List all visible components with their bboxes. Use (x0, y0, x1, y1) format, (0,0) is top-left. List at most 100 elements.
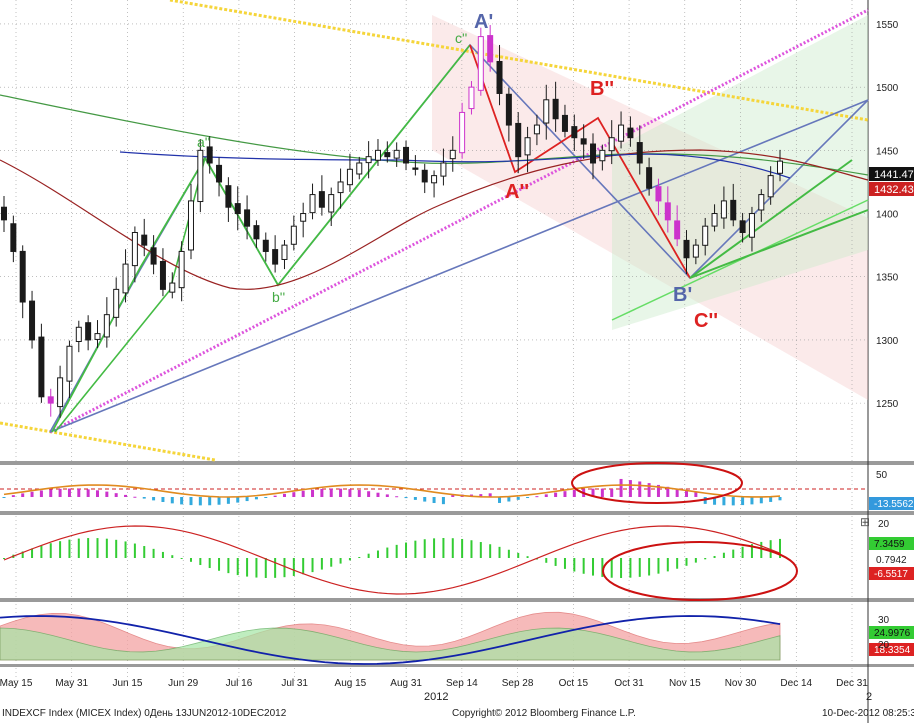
candle-body (131, 232, 138, 267)
candle-body (38, 336, 45, 398)
oscillator-2 (3, 525, 781, 595)
osc2-bar (610, 558, 613, 578)
oscillator-3 (0, 611, 781, 665)
osc2-bar (395, 544, 398, 558)
candle-body (169, 282, 176, 293)
osc2-bar (405, 542, 408, 558)
last-price-tag-bg (869, 167, 914, 181)
candle-body (674, 220, 681, 240)
osc2-bar (526, 556, 529, 558)
candle-body (47, 396, 54, 404)
candle-body (374, 149, 381, 161)
osc2-bar (311, 558, 314, 573)
osc3-tag1-bg (869, 626, 914, 639)
osc1-bar (152, 497, 156, 501)
osc1-bar (479, 494, 483, 497)
panel-separator-4 (0, 664, 914, 667)
osc2-bar (320, 558, 323, 570)
osc1-bar (49, 489, 53, 497)
osc1-bar (451, 494, 455, 497)
osc1-bar (610, 488, 614, 497)
osc1-bar (311, 489, 315, 497)
osc2-bar (21, 551, 24, 558)
osc2-bar (105, 538, 108, 558)
candle-body (66, 345, 73, 382)
candle-body (431, 175, 438, 184)
candle-body (113, 288, 120, 318)
candle-body (599, 149, 606, 162)
candle-body (552, 98, 559, 120)
date-tick-label: Sep 28 (502, 678, 534, 689)
candle-body (272, 249, 279, 265)
osc2-bar (620, 558, 623, 578)
osc2-tag1: 7.3459 (874, 539, 905, 550)
candle-body (384, 152, 391, 158)
lower-channel-line (0, 421, 216, 462)
osc1-bar (236, 497, 240, 503)
candle-body (748, 213, 755, 238)
osc1-bar (750, 497, 754, 505)
candle-body (571, 126, 578, 139)
candle-body (524, 137, 531, 156)
osc1-bar (404, 497, 408, 499)
osc2-bar (236, 558, 239, 576)
osc1-bar (759, 497, 763, 504)
osc1-tag-bg (869, 497, 914, 510)
osc2-tag3: -6.5517 (874, 569, 908, 580)
candle-body (608, 137, 615, 152)
osc3-blue-line (0, 615, 781, 665)
osc2-bar (451, 538, 454, 558)
candle-body (702, 225, 709, 246)
osc2-bar (582, 558, 585, 574)
osc1-bar (535, 496, 539, 498)
candle-body (664, 202, 671, 221)
osc1-bar (600, 488, 604, 497)
osc2-bar (292, 558, 295, 576)
osc1-bar (516, 497, 520, 500)
osc2-bar (227, 558, 230, 574)
osc2-bar (638, 558, 641, 577)
timestamp-label: 10-Dec-2012 08:25:39 (822, 708, 914, 719)
candle-body (328, 194, 335, 213)
date-tick-label: Jul 16 (226, 678, 253, 689)
osc1-bar (526, 497, 530, 499)
osc2-bar (40, 545, 43, 558)
osc1-bar (142, 497, 146, 499)
osc1-bar (58, 488, 62, 497)
osc1-bar (591, 488, 595, 497)
oscillator-1 (0, 478, 868, 506)
osc2-bar (68, 539, 71, 558)
osc1-bar (357, 490, 361, 497)
osc1-bar (619, 478, 623, 497)
osc2-bar (666, 558, 669, 572)
osc2-bar (3, 558, 5, 559)
candle-body (580, 138, 587, 145)
osc1-bar (180, 497, 184, 505)
osc1-bar (67, 488, 71, 497)
candle-body (561, 114, 568, 132)
osc1-bar (367, 491, 371, 497)
osc2-bar (218, 558, 221, 571)
osc2-bar (479, 542, 482, 558)
osc1-bar (554, 492, 558, 497)
candle-body (393, 149, 400, 159)
osc2-settings-icon[interactable]: ⊞ (860, 515, 870, 529)
candle-body (356, 162, 363, 175)
osc3-tag2: 18.3354 (874, 645, 911, 656)
osc1-bar (39, 490, 43, 497)
candle-body (533, 124, 540, 135)
candle-body (365, 156, 372, 164)
osc1-bar (572, 489, 576, 497)
osc2-bar (180, 558, 183, 559)
osc1-bar (329, 488, 333, 497)
osc2-bar (208, 558, 211, 569)
green-fan-line-1 (611, 199, 869, 321)
ma-price-tag: 1432.43 (874, 184, 914, 196)
candle-body (244, 209, 251, 227)
price-tick-label: 1450 (876, 146, 899, 157)
date-tick-label: Oct 15 (559, 678, 589, 689)
date-tick-label: Sep 14 (446, 678, 478, 689)
green-fan-line-2 (689, 159, 853, 279)
wave-label-b-small: b'' (272, 289, 285, 305)
osc3-green-area (0, 627, 781, 661)
